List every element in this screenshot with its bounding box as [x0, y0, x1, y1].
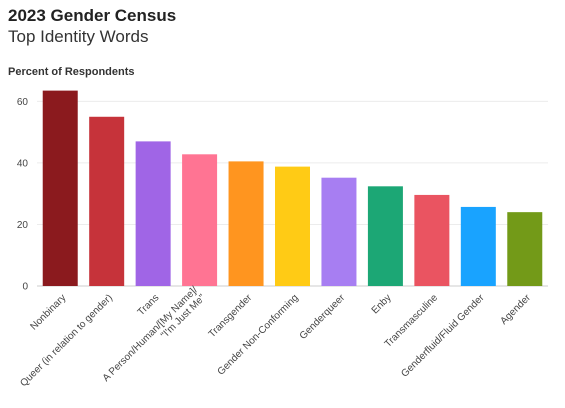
bar [182, 154, 218, 286]
x-tick-label-line: Genderfluid/Fluid Gender [399, 292, 487, 380]
x-tick-label-line: Agender [498, 292, 533, 327]
x-tick-label-line: Gender Non-Conforming [216, 292, 301, 377]
chart-title: 2023 Gender Census [8, 6, 177, 25]
bar [228, 161, 264, 286]
y-tick-labels: 0 20 40 60 [17, 97, 29, 293]
bar [135, 141, 171, 286]
bar [414, 194, 450, 286]
x-tick-label: Nonbinary [28, 292, 68, 332]
x-tick-label-line: Transgender [207, 292, 255, 340]
x-tick-label: Trans [136, 292, 162, 318]
y-axis-label: Percent of Respondents [8, 66, 135, 78]
bars [42, 90, 543, 287]
y-tick-label: 40 [17, 158, 29, 169]
bar [321, 177, 357, 286]
x-tick-label-line: Trans [136, 292, 162, 318]
x-tick-label: Transgender [207, 292, 255, 340]
x-tick-label-line: Enby [370, 292, 394, 316]
bar [89, 116, 125, 287]
x-tick-label: Queer (in relation to gender) [18, 292, 115, 389]
x-tick-label: Agender [498, 292, 533, 327]
x-tick-label: Genderqueer [298, 292, 348, 342]
y-tick-label: 60 [17, 97, 29, 108]
chart-subtitle: Top Identity Words [8, 27, 149, 46]
bar [275, 166, 310, 286]
y-tick-label: 0 [22, 282, 28, 293]
x-tick-label: Enby [370, 292, 394, 316]
x-tick-label: Genderfluid/Fluid Gender [399, 292, 487, 380]
bar [460, 206, 496, 286]
x-tick-label-line: Genderqueer [298, 292, 348, 342]
bar [42, 90, 78, 286]
bar [507, 212, 543, 286]
bar [367, 186, 403, 286]
y-tick-label: 20 [17, 220, 29, 231]
x-tick-label-line: Queer (in relation to gender) [18, 292, 115, 389]
x-tick-label-line: Nonbinary [28, 292, 68, 332]
x-tick-label: Gender Non-Conforming [216, 292, 301, 377]
